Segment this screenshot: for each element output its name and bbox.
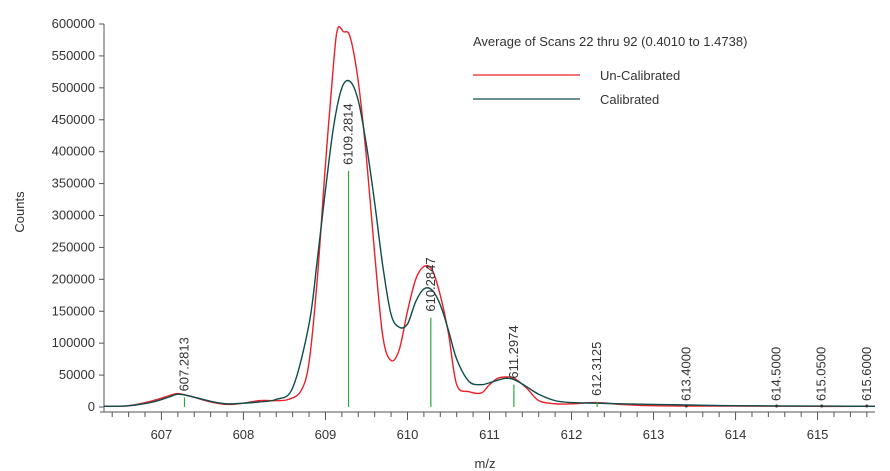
y-tick-label: 0: [88, 399, 95, 414]
x-axis-title: m/z: [475, 456, 496, 471]
peak-label: 615.6000: [859, 347, 874, 401]
centroid-sticks: [183, 170, 869, 408]
y-tick-label: 450000: [52, 112, 95, 127]
peak-label: 615.0500: [814, 347, 829, 401]
x-tick-label: 612: [561, 427, 583, 442]
centroid-marker: [820, 404, 824, 408]
x-tick-label: 607: [151, 427, 173, 442]
series-layer: [103, 25, 876, 408]
x-tick-label: 611: [479, 427, 500, 442]
y-tick-label: 600000: [52, 16, 95, 31]
y-tick-label: 200000: [52, 271, 95, 286]
peak-label: 614.5000: [769, 347, 784, 401]
peak-label: 6109.2814: [341, 103, 356, 164]
centroid-marker: [684, 404, 688, 408]
y-tick-label: 350000: [52, 176, 95, 191]
peak-label: 610.2847: [423, 257, 438, 311]
y-tick-label: 550000: [52, 48, 95, 63]
chart-axes: 0 50000 100000 150000 200000 250000 300000 3500…: [52, 16, 875, 442]
legend-label-uncalibrated: Un-Calibrated: [600, 68, 680, 83]
chart-title: Average of Scans 22 thru 92 (0.4010 to 1…: [473, 34, 747, 49]
series-line-calibrated: [103, 79, 876, 408]
x-tick-label: 609: [315, 427, 337, 442]
y-axis-title: Counts: [12, 191, 27, 233]
y-tick-label: 250000: [52, 239, 95, 254]
peak-labels: 607.2813 6109.2814 610.2847 611.2974 612.312…: [176, 103, 873, 401]
y-tick-label: 400000: [52, 144, 95, 159]
y-tick-label: 50000: [59, 367, 95, 382]
peak-label: 612.3125: [589, 342, 604, 396]
x-tick-label: 608: [233, 427, 255, 442]
y-tick-label: 150000: [52, 303, 95, 318]
legend: Average of Scans 22 thru 92 (0.4010 to 1…: [473, 34, 747, 107]
peak-label: 613.4000: [678, 347, 693, 401]
y-tick-label: 100000: [52, 335, 95, 350]
centroid-marker: [865, 404, 869, 408]
peak-label: 611.2974: [506, 325, 521, 378]
x-tick-label: 613: [643, 427, 665, 442]
series-line-uncalibrated: [103, 25, 876, 408]
peak-label: 607.2813: [176, 337, 191, 391]
y-tick-label: 500000: [52, 80, 95, 95]
centroid-marker: [775, 404, 779, 408]
legend-label-calibrated: Calibrated: [600, 92, 659, 107]
x-tick-label: 610: [397, 427, 419, 442]
y-tick-label: 300000: [52, 208, 95, 223]
x-tick-label: 615: [807, 427, 829, 442]
x-tick-label: 614: [725, 427, 747, 442]
